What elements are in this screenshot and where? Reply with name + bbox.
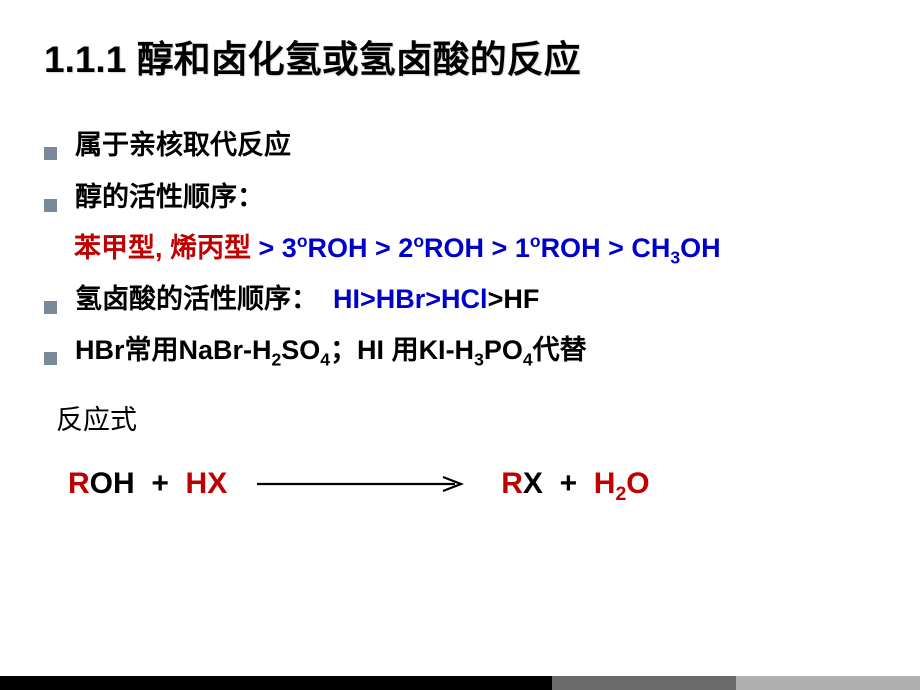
rxn-OH: OH — [90, 467, 135, 500]
rxn-R1: R — [68, 467, 90, 500]
reaction-rhs: RX + H2O — [501, 467, 649, 501]
order-seg-3: ROH > 1 — [424, 233, 530, 263]
order-seg-5: OH — [680, 233, 721, 263]
footer-band — [0, 676, 920, 690]
bullet-square-icon — [44, 352, 57, 365]
b4-p5: 代替 — [533, 335, 587, 365]
b4-s3: 3 — [474, 349, 484, 369]
b4-p3: ；HI 用KI-H — [330, 335, 474, 365]
order-seg-1: > 3 — [251, 233, 297, 263]
reaction-lhs: ROH + HX — [68, 467, 227, 501]
bullet-1: 属于亲核取代反应 — [44, 126, 876, 165]
order-seg-4: ROH > CH — [541, 233, 671, 263]
bullet-3-text: 氢卤酸的活性顺序： HI>HBr>HCl>HF — [75, 280, 539, 319]
rxn-R2: R — [501, 467, 523, 500]
bullet-square-icon — [44, 301, 57, 314]
alcohol-activity-order: 苯甲型, 烯丙型 > 3oROH > 2oROH > 1oROH > CH3OH — [74, 229, 876, 268]
rxn-H: H — [186, 467, 208, 500]
footer-seg-1 — [0, 676, 552, 690]
acid-order-label: 氢卤酸的活性顺序： — [75, 284, 318, 314]
bullet-4: HBr常用NaBr-H2SO4；HI 用KI-H3PO4代替 — [44, 331, 876, 370]
order-prefix: 苯甲型, 烯丙型 — [74, 233, 251, 263]
slide-title: 1.1.1 醇和卤化氢或氢卤酸的反应 — [44, 38, 876, 82]
acid-order-blue: HI>HBr>HCl — [333, 284, 488, 314]
b4-p1: HBr常用NaBr-H — [75, 335, 272, 365]
bullet-3: 氢卤酸的活性顺序： HI>HBr>HCl>HF — [44, 280, 876, 319]
bullet-1-text: 属于亲核取代反应 — [75, 126, 291, 165]
rxn-plus1: + — [135, 467, 186, 500]
bullet-square-icon — [44, 199, 57, 212]
order-sup-3: o — [530, 231, 541, 251]
b4-s4: 4 — [523, 349, 533, 369]
b4-s1: 2 — [272, 349, 282, 369]
order-sup-1: o — [297, 231, 308, 251]
reaction-equation: ROH + HX RX + H2O — [68, 467, 876, 501]
rxn-H2: H — [594, 467, 616, 500]
acid-order-tail: >HF — [488, 284, 540, 314]
b4-p2: SO — [281, 335, 320, 365]
order-seg-2: ROH > 2 — [308, 233, 414, 263]
order-sup-2: o — [413, 231, 424, 251]
bullet-square-icon — [44, 147, 57, 160]
rxn-O: O — [626, 467, 649, 500]
b4-s2: 4 — [320, 349, 330, 369]
bullet-4-text: HBr常用NaBr-H2SO4；HI 用KI-H3PO4代替 — [75, 331, 587, 370]
bullet-2-text: 醇的活性顺序： — [75, 178, 264, 217]
slide: 1.1.1 醇和卤化氢或氢卤酸的反应 属于亲核取代反应 醇的活性顺序： 苯甲型,… — [0, 0, 920, 690]
rxn-plus2: + — [543, 467, 594, 500]
footer-seg-2 — [552, 676, 736, 690]
bullet-2: 醇的活性顺序： — [44, 178, 876, 217]
rxn-X2: X — [523, 467, 543, 500]
footer-seg-3 — [736, 676, 920, 690]
b4-p4: PO — [484, 335, 523, 365]
reaction-label: 反应式 — [56, 398, 876, 437]
order-sub-3: 3 — [670, 247, 680, 267]
reaction-arrow-icon — [257, 474, 467, 494]
rxn-sub2: 2 — [615, 483, 626, 505]
rxn-X: X — [207, 467, 227, 500]
